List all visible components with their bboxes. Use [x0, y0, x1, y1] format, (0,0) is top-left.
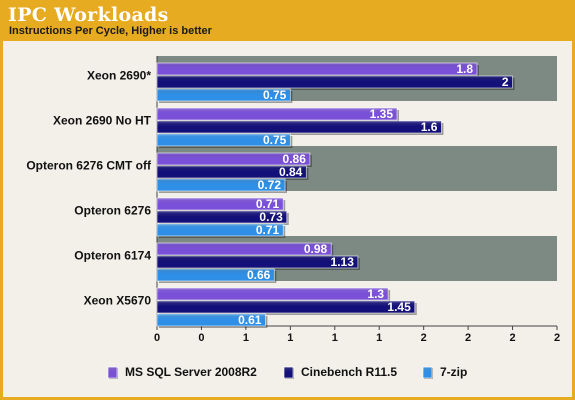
x-tick-label: 2: [421, 332, 427, 344]
data-label: 0.86: [283, 152, 307, 166]
bar-7-zip: [156, 268, 275, 282]
data-label: 0.98: [304, 242, 328, 256]
bar-ms-sql-server-2008r2: [156, 197, 284, 211]
bar-cinebench-r11-5: [156, 210, 288, 224]
x-tick-label: 2: [509, 332, 515, 344]
category-label: Xeon 2690 No HT: [53, 114, 152, 128]
bar-cinebench-r11-5: [156, 255, 359, 269]
data-label: 1.3: [367, 287, 384, 301]
chart-subtitle: Instructions Per Cycle, Higher is better: [9, 25, 212, 37]
bar-cinebench-r11-5: [156, 120, 442, 134]
bar-ms-sql-server-2008r2: [156, 242, 332, 256]
bar-cinebench-r11-5: [156, 165, 307, 179]
x-tick-label: 0: [154, 332, 160, 344]
category-label: Opteron 6174: [74, 249, 151, 263]
data-label: 0.61: [238, 313, 262, 327]
legend-label: Cinebench R11.5: [301, 365, 397, 379]
bar-ms-sql-server-2008r2: [156, 287, 389, 301]
bar-7-zip: [156, 313, 266, 327]
legend-swatch: [107, 366, 118, 379]
data-label: 2: [502, 75, 509, 89]
data-label: 1.13: [331, 255, 355, 269]
x-tick-label: 1: [376, 332, 382, 344]
bar-ms-sql-server-2008r2: [156, 152, 311, 166]
data-label: 0.71: [256, 197, 280, 211]
x-tick-label: 1: [243, 332, 249, 344]
legend-swatch: [283, 366, 294, 379]
bar-cinebench-r11-5: [156, 75, 513, 89]
bar-cinebench-r11-5: [156, 300, 416, 314]
legend-label: MS SQL Server 2008R2: [125, 365, 257, 379]
x-tick-label: 1: [287, 332, 293, 344]
data-label: 0.72: [258, 178, 282, 192]
x-tick-label: 2: [554, 332, 560, 344]
x-tick-label: 0: [198, 332, 204, 344]
data-label: 0.73: [259, 210, 283, 224]
legend-swatch: [422, 366, 433, 379]
category-label: Xeon X5670: [84, 294, 152, 308]
legend-label: 7-zip: [440, 365, 467, 379]
data-label: 0.75: [263, 88, 287, 102]
bar-ms-sql-server-2008r2: [156, 62, 478, 76]
data-label: 1.6: [421, 120, 438, 134]
chart-title: IPC Workloads: [8, 4, 169, 26]
bar-7-zip: [156, 178, 286, 192]
data-label: 1.35: [370, 107, 394, 121]
data-label: 0.71: [256, 223, 280, 237]
data-label: 0.75: [263, 133, 287, 147]
bar-7-zip: [156, 88, 291, 102]
bar-7-zip: [156, 223, 284, 237]
x-tick-label: 1: [332, 332, 338, 344]
category-label: Xeon 2690*: [87, 69, 151, 83]
data-label: 0.66: [247, 268, 271, 282]
x-tick-label: 2: [465, 332, 471, 344]
bar-7-zip: [156, 133, 291, 147]
data-label: 1.45: [387, 300, 411, 314]
category-label: Opteron 6276 CMT off: [26, 159, 152, 173]
data-label: 0.84: [279, 165, 303, 179]
category-label: Opteron 6276: [74, 204, 151, 218]
bar-ms-sql-server-2008r2: [156, 107, 398, 121]
data-label: 1.8: [456, 62, 473, 76]
